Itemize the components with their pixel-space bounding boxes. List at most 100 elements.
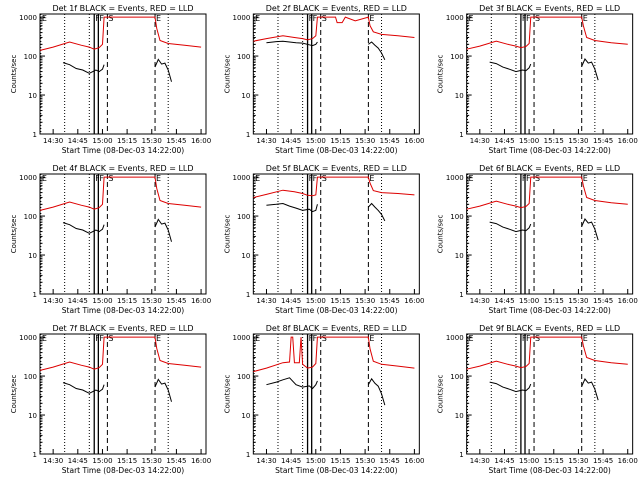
panel-5: Det 5f BLACK = Events, RED = LLD 1 10 100 10… <box>223 164 424 315</box>
x-tick-label: 14:45 <box>281 137 301 145</box>
x-tick-label: 14:45 <box>494 297 514 305</box>
events-series-line-late <box>581 218 599 241</box>
plot-frame <box>39 13 207 135</box>
y-tick-label: 1 <box>459 291 463 299</box>
events-series-line-late <box>368 41 386 61</box>
y-tick-label: 100 <box>24 213 37 221</box>
y-tick-label: 1000 <box>446 14 464 22</box>
x-tick-label: 14:30 <box>470 137 490 145</box>
x-tick-label: 15:00 <box>92 457 112 465</box>
panel-title: Det 8f BLACK = Events, RED = LLD <box>266 324 407 333</box>
y-tick-label: 10 <box>241 92 250 100</box>
marker-label: E <box>369 174 374 183</box>
marker-label: E <box>468 14 473 23</box>
panel-4: Det 4f BLACK = Events, RED = LLD 1 10 100 10… <box>10 164 211 315</box>
x-tick-label: 15:00 <box>92 137 112 145</box>
x-tick-label: 16:00 <box>618 297 638 305</box>
y-tick-label: 100 <box>450 213 463 221</box>
events-series-line-late <box>154 218 172 242</box>
x-tick-label: 15:45 <box>166 297 186 305</box>
y-axis-label: Counts/sec <box>437 215 445 254</box>
marker-label: S <box>108 334 113 343</box>
events-series-line-late <box>154 58 172 82</box>
panel-8: Det 8f BLACK = Events, RED = LLD 1 10 100 10… <box>223 324 424 475</box>
y-tick-label: 1000 <box>19 334 37 342</box>
plot-frame <box>252 333 420 455</box>
x-tick-label: 16:00 <box>191 457 211 465</box>
y-tick-label: 1 <box>246 131 250 139</box>
y-tick-label: 10 <box>28 92 37 100</box>
y-axis-label: Counts/sec <box>437 375 445 414</box>
y-tick-label: 1000 <box>446 174 464 182</box>
y-tick-label: 100 <box>237 213 250 221</box>
marker-label: E <box>583 14 588 23</box>
x-axis-label: Start Time (08-Dec-03 14:22:00) <box>275 306 397 315</box>
x-tick-label: 15:00 <box>306 137 326 145</box>
y-tick-label: 1 <box>246 451 250 459</box>
x-tick-label: 15:00 <box>306 457 326 465</box>
panel-3: Det 3f BLACK = Events, RED = LLD 1 10 100 10… <box>437 4 638 155</box>
panel-6: Det 6f BLACK = Events, RED = LLD 1 10 100 10… <box>437 164 638 315</box>
marker-label: E <box>156 14 161 23</box>
y-tick-label: 10 <box>241 412 250 420</box>
x-axis-label: Start Time (08-Dec-03 14:22:00) <box>62 146 184 155</box>
lld-series-line <box>466 336 628 370</box>
y-tick-label: 10 <box>455 412 464 420</box>
y-tick-label: 10 <box>455 92 464 100</box>
x-tick-label: 15:30 <box>568 457 588 465</box>
x-tick-label: 15:45 <box>593 457 613 465</box>
x-tick-label: 14:45 <box>68 297 88 305</box>
x-tick-label: 15:30 <box>355 137 375 145</box>
x-tick-label: 16:00 <box>404 457 424 465</box>
x-tick-label: 15:30 <box>142 457 162 465</box>
marker-label: E <box>583 174 588 183</box>
y-tick-label: 100 <box>24 373 37 381</box>
events-series-line <box>266 377 318 390</box>
x-axis-label: Start Time (08-Dec-03 14:22:00) <box>488 146 610 155</box>
events-series-line <box>489 381 532 393</box>
events-series-line-late <box>581 378 599 401</box>
panel-1: Det 1f BLACK = Events, RED = LLD 1 10 100 10… <box>10 4 211 155</box>
y-axis-label: Counts/sec <box>10 215 18 254</box>
events-series-line <box>266 40 318 47</box>
x-tick-label: 14:45 <box>68 457 88 465</box>
events-series-line <box>489 221 532 233</box>
x-axis-label: Start Time (08-Dec-03 14:22:00) <box>62 306 184 315</box>
marker-label: F <box>526 174 531 183</box>
panel-title: Det 3f BLACK = Events, RED = LLD <box>479 4 620 13</box>
x-tick-label: 16:00 <box>404 297 424 305</box>
marker-label: E <box>156 174 161 183</box>
x-tick-label: 14:30 <box>470 297 490 305</box>
y-tick-label: 100 <box>24 53 37 61</box>
lld-series-line <box>39 336 202 371</box>
x-tick-label: 14:45 <box>281 457 301 465</box>
panel-title: Det 7f BLACK = Events, RED = LLD <box>52 324 193 333</box>
y-tick-label: 100 <box>450 53 463 61</box>
y-tick-label: 1000 <box>233 334 251 342</box>
x-tick-label: 15:00 <box>519 137 539 145</box>
marker-label: F <box>313 334 318 343</box>
y-tick-label: 1000 <box>19 174 37 182</box>
marker-label: E <box>583 334 588 343</box>
x-tick-label: 16:00 <box>618 137 638 145</box>
marker-label: F <box>313 174 318 183</box>
x-tick-label: 15:15 <box>544 297 564 305</box>
plot-frame <box>466 13 634 135</box>
x-tick-label: 15:45 <box>380 457 400 465</box>
marker-label: E <box>468 334 473 343</box>
marker-label: F <box>99 174 104 183</box>
marker-label: F <box>526 14 531 23</box>
y-tick-label: 100 <box>237 373 250 381</box>
y-tick-label: 100 <box>450 373 463 381</box>
plot-frame <box>39 333 207 455</box>
y-tick-label: 10 <box>455 252 464 260</box>
marker-label: E <box>255 174 260 183</box>
marker-label: E <box>255 334 260 343</box>
panel-7: Det 7f BLACK = Events, RED = LLD 1 10 100 10… <box>10 324 211 475</box>
y-axis-label: Counts/sec <box>437 55 445 94</box>
plot-frame <box>252 173 420 295</box>
marker-label: S <box>108 14 113 23</box>
events-series-line-late <box>367 202 386 222</box>
y-tick-label: 10 <box>28 412 37 420</box>
x-axis-label: Start Time (08-Dec-03 14:22:00) <box>488 306 610 315</box>
